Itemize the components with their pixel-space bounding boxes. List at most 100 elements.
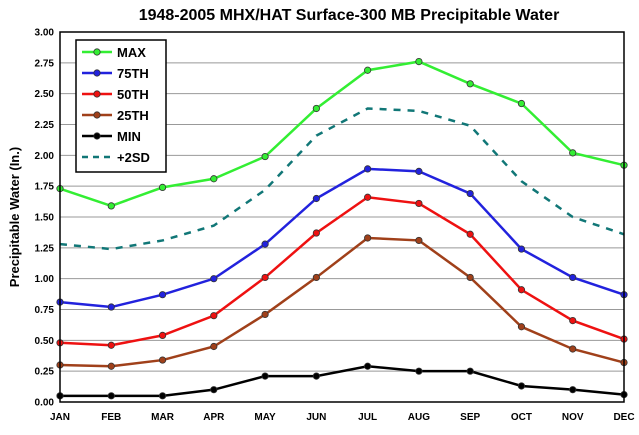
data-point — [364, 362, 372, 370]
data-point — [517, 286, 526, 294]
x-tick-label: JUL — [358, 412, 377, 423]
data-point — [261, 240, 269, 248]
data-point — [415, 57, 423, 66]
y-tick-label: 3.00 — [35, 28, 55, 39]
y-tick-label: 0.25 — [35, 367, 55, 378]
data-point — [569, 316, 577, 325]
data-point — [312, 194, 320, 203]
data-point — [107, 392, 115, 400]
data-point — [415, 236, 423, 245]
series-line — [59, 195, 625, 347]
legend-label: MAX — [117, 45, 146, 60]
data-point — [517, 245, 526, 253]
chart-title: 1948-2005 MHX/HAT Surface-300 MB Precipi… — [139, 7, 560, 24]
data-point — [261, 372, 269, 380]
data-point — [261, 310, 269, 319]
data-point — [210, 342, 218, 351]
legend: MAX 75TH 50TH 25TH MIN +2SD — [75, 39, 167, 173]
legend-label: 25TH — [117, 108, 149, 123]
data-point — [364, 193, 372, 201]
series-max — [56, 57, 628, 210]
data-point — [107, 341, 115, 349]
data-point — [107, 303, 115, 311]
series-line — [59, 107, 625, 251]
plot-frame — [59, 31, 625, 403]
data-point — [466, 80, 474, 88]
y-tick-label: 0.75 — [35, 305, 55, 316]
x-tick-label: JAN — [50, 412, 70, 423]
legend-box — [75, 39, 167, 173]
y-tick-label: 2.00 — [35, 151, 55, 162]
y-axis-label: Precipitable Water (In.) — [7, 147, 22, 287]
series-layer — [56, 57, 628, 400]
series-min — [56, 362, 628, 400]
series-line — [59, 60, 625, 208]
legend-label: 75TH — [117, 66, 149, 81]
y-tick-label: 1.75 — [35, 182, 55, 193]
data-point — [158, 356, 167, 364]
y-tick-label: 0.00 — [35, 398, 55, 409]
x-tick-label: DEC — [613, 412, 634, 423]
data-point — [569, 149, 577, 157]
x-tick-label: JUN — [306, 412, 326, 423]
data-point — [158, 331, 167, 339]
data-point — [569, 345, 577, 353]
x-tick-label: MAY — [254, 412, 276, 423]
data-point — [466, 367, 474, 375]
data-point — [261, 273, 269, 282]
data-point — [107, 362, 115, 370]
data-point — [210, 312, 218, 320]
legend-marker — [93, 69, 101, 77]
legend-marker — [93, 48, 101, 56]
legend-marker — [93, 111, 101, 119]
x-tick-label: MAR — [151, 412, 175, 423]
series-50th — [56, 193, 628, 349]
data-point — [312, 372, 320, 380]
x-tick-label: APR — [203, 412, 225, 423]
y-tick-label: 1.25 — [35, 243, 55, 254]
series-25th — [56, 234, 628, 370]
legend-label: 50TH — [117, 87, 149, 102]
data-point — [517, 323, 526, 331]
data-point — [312, 104, 320, 113]
x-tick-label: AUG — [408, 412, 430, 423]
data-point — [517, 382, 526, 390]
x-tick-label: FEB — [101, 412, 121, 423]
series-line — [59, 236, 625, 368]
series-line — [59, 167, 625, 309]
y-tick-label: 1.50 — [35, 213, 55, 224]
data-point — [261, 152, 269, 161]
legend-label: +2SD — [117, 150, 150, 165]
data-point — [466, 230, 474, 238]
data-point — [415, 167, 423, 175]
data-point — [158, 291, 167, 299]
data-point — [364, 234, 372, 242]
data-point — [210, 175, 218, 183]
legend-label: MIN — [117, 129, 141, 144]
data-point — [312, 273, 320, 282]
y-tick-label: 0.50 — [35, 336, 55, 347]
data-point — [210, 275, 218, 283]
x-tick-label: OCT — [511, 412, 532, 423]
legend-marker — [93, 132, 101, 140]
data-point — [415, 367, 423, 375]
data-point — [569, 273, 577, 282]
x-tick-labels: JAN FEB MAR APR MAY JUN JUL AUG SEP OCT NOV DEC — [50, 412, 635, 423]
data-point — [210, 386, 218, 394]
data-point — [107, 202, 115, 210]
data-point — [158, 183, 167, 191]
data-point — [364, 66, 372, 74]
series-line — [60, 364, 625, 398]
series-75th — [56, 165, 628, 311]
y-tick-label: 2.25 — [35, 120, 55, 131]
data-point — [517, 99, 526, 108]
data-point — [466, 189, 474, 198]
x-tick-label: SEP — [460, 412, 480, 423]
data-point — [569, 386, 577, 394]
y-tick-label: 2.75 — [35, 58, 55, 69]
data-point — [312, 229, 320, 237]
data-point — [415, 199, 423, 208]
x-tick-label: NOV — [562, 412, 584, 423]
